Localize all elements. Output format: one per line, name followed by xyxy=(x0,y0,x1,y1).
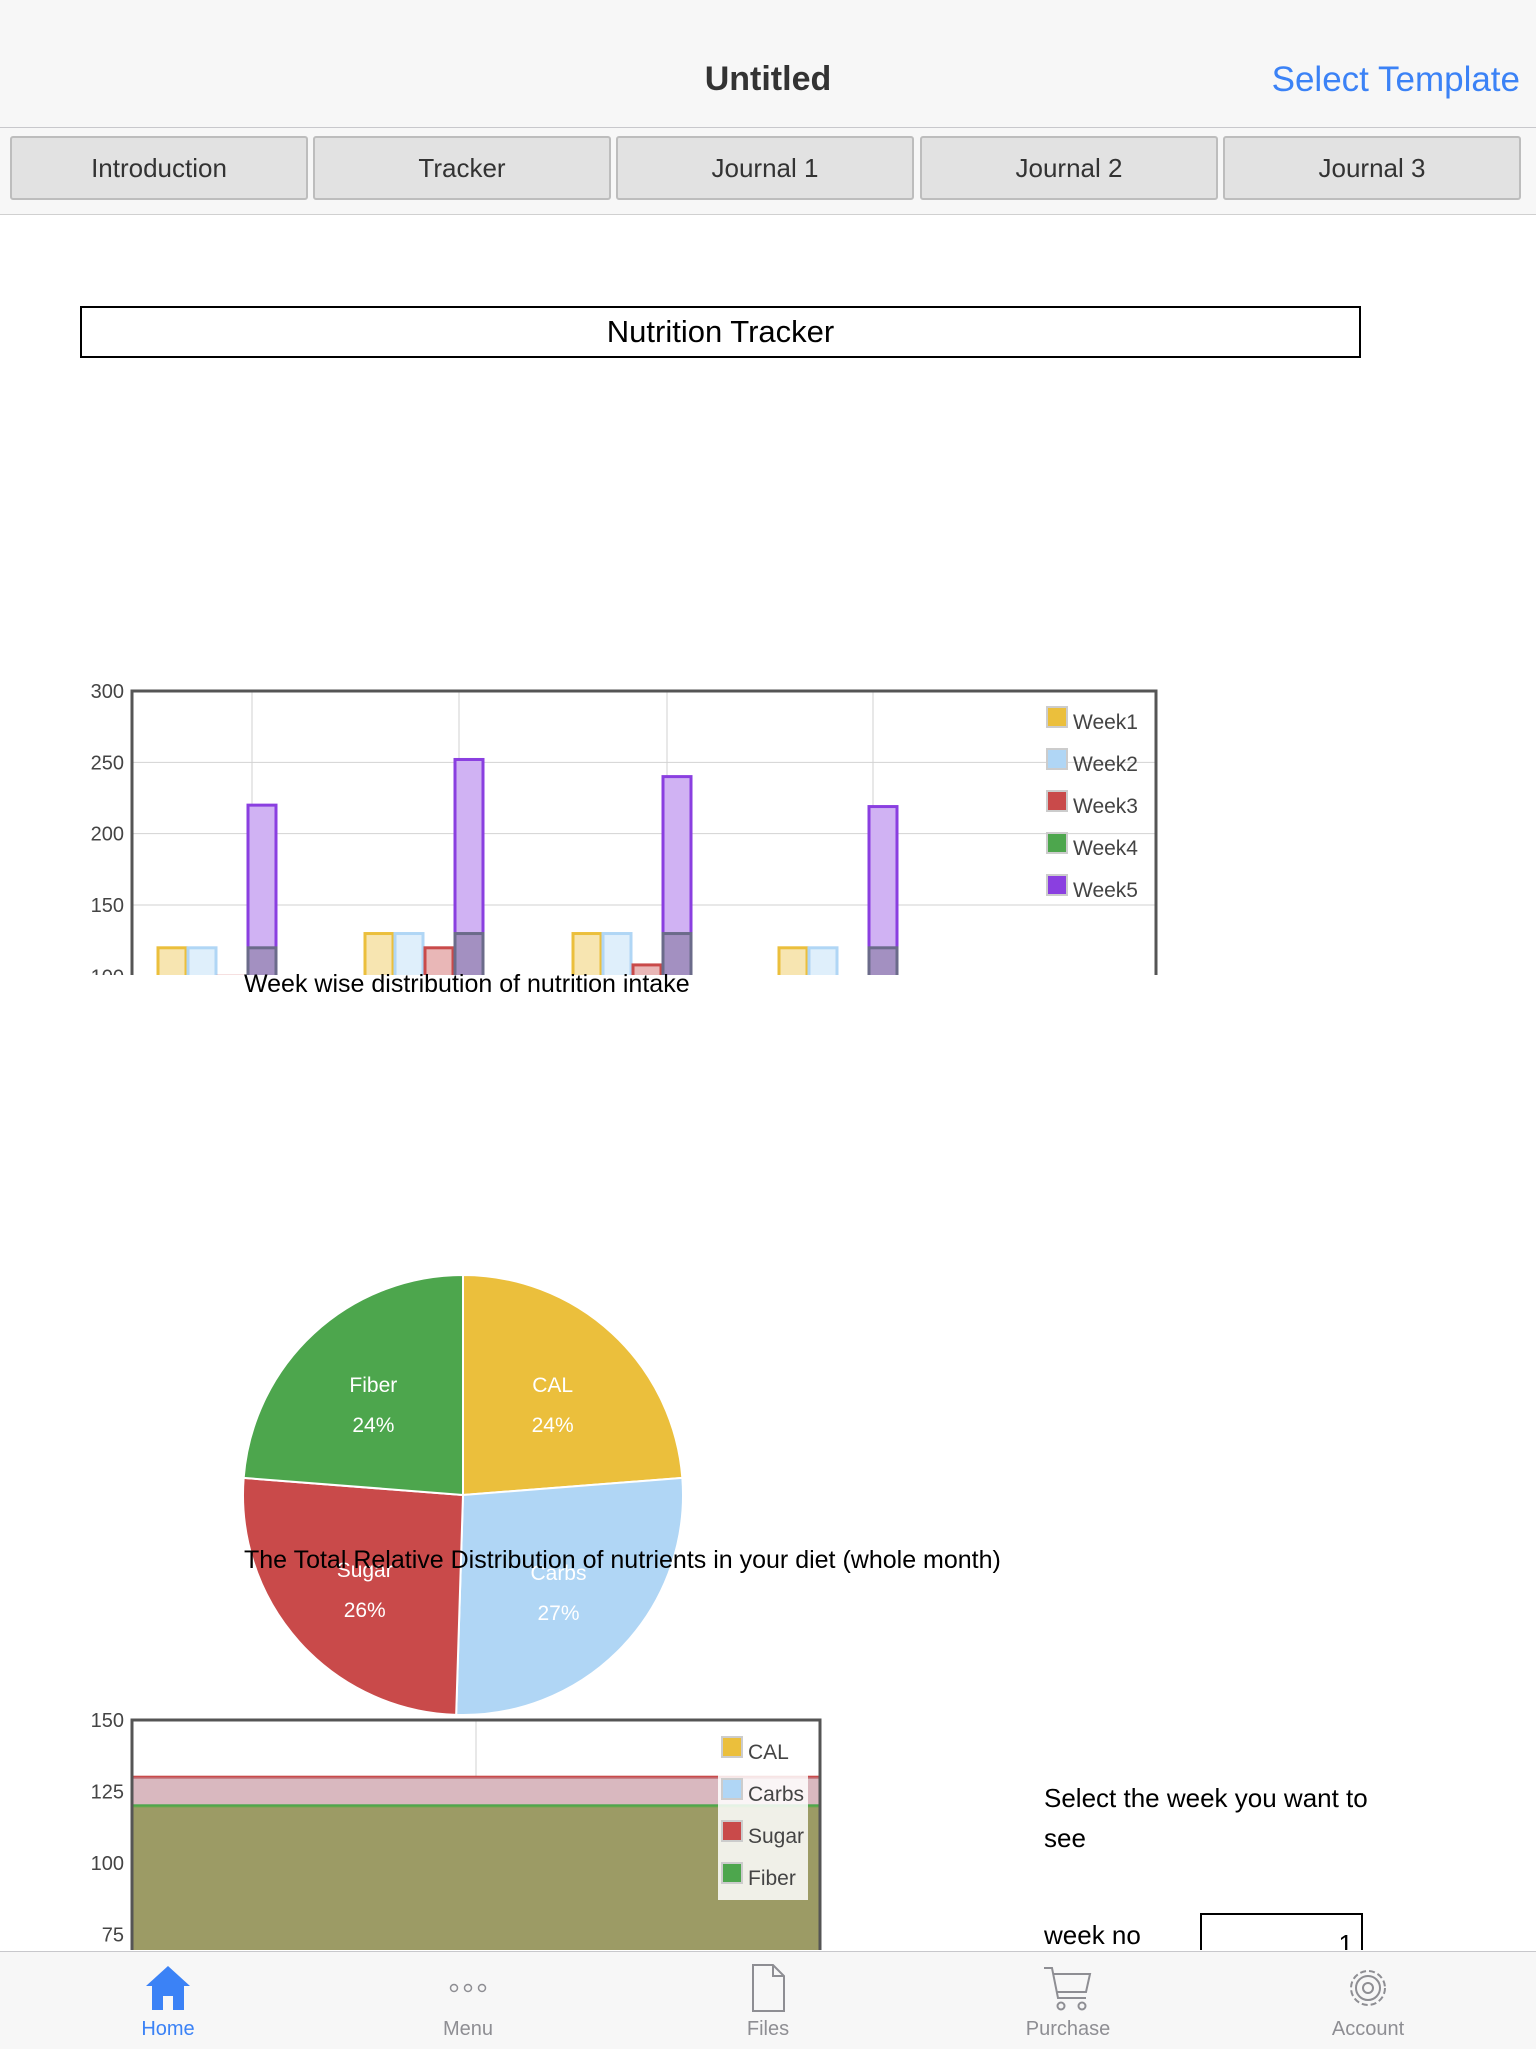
bar-week2-carbs xyxy=(393,932,425,975)
pie-percent-cal: 24% xyxy=(532,1414,574,1437)
legend-swatch-cal xyxy=(721,1736,743,1758)
legend-label-cal: CAL xyxy=(748,1741,789,1764)
select-template-button[interactable]: Select Template xyxy=(1271,60,1520,99)
legend-swatch-week3 xyxy=(1046,790,1068,812)
area-fiber xyxy=(130,1804,822,1950)
y-tick-label: 200 xyxy=(91,824,124,846)
bottom-tab-menu[interactable]: Menu xyxy=(368,1952,568,2049)
tab-journal-3[interactable]: Journal 3 xyxy=(1223,136,1521,200)
y-tick-label: 125 xyxy=(91,1782,124,1804)
plot-frame xyxy=(130,1718,822,1950)
legend-swatch-week1 xyxy=(1046,706,1068,728)
legend-swatch-week5 xyxy=(1046,874,1068,896)
bottom-tab-label: Account xyxy=(1331,2018,1405,2040)
tab-introduction[interactable]: Introduction xyxy=(10,136,308,200)
plot-frame xyxy=(130,689,1158,975)
bar-week3-carbs xyxy=(423,946,455,975)
bar-week1-cal xyxy=(156,946,188,975)
week-no-input[interactable]: 1 xyxy=(1200,1913,1363,1950)
bottom-tab-files[interactable]: Files xyxy=(668,1952,868,2049)
pie-slice-sugar xyxy=(242,1476,465,1716)
document-title: Untitled xyxy=(704,60,832,98)
cart-icon xyxy=(1044,1967,1092,2011)
tab-journal-2[interactable]: Journal 2 xyxy=(920,136,1218,200)
bottom-tab-label: Menu xyxy=(442,2018,494,2040)
y-tick-label: 150 xyxy=(91,1710,124,1732)
bar-week1-fiber xyxy=(777,946,809,975)
y-tick-label: 300 xyxy=(91,681,124,703)
legend-swatch-carbs xyxy=(721,1778,743,1800)
week-select-prompt: Select the week you want to see xyxy=(1044,1783,1368,1853)
bottom-tab-label: Files xyxy=(746,2018,790,2040)
pie-slice-fiber xyxy=(242,1273,464,1497)
pie-slice-carbs xyxy=(455,1476,684,1716)
legend-label-carbs: Carbs xyxy=(748,1783,804,1806)
legend-label-week3: Week3 xyxy=(1073,795,1138,818)
y-tick-label: 250 xyxy=(91,752,124,774)
pie-percent-fiber: 24% xyxy=(352,1414,394,1437)
pie-label-sugar: Sugar xyxy=(337,1559,393,1582)
bottom-tab-account[interactable]: Account xyxy=(1268,1952,1468,2049)
area-chart: 75 100 125 150 CAL Carbs Sugar Fiber xyxy=(91,1710,822,1950)
pie-percent-carbs: 27% xyxy=(537,1602,579,1625)
y-tick-label: 100 xyxy=(91,1853,124,1875)
home-icon xyxy=(146,1966,190,2010)
y-tick-label: 75 xyxy=(102,1925,124,1947)
bar-week4-fiber xyxy=(867,946,899,975)
page-content: Nutrition Tracker 050100150200250300CALC… xyxy=(0,215,1536,1950)
bar-week2-sugar xyxy=(601,932,633,975)
legend-swatch-sugar xyxy=(721,1820,743,1842)
legend-label-week2: Week2 xyxy=(1073,753,1138,776)
week-no-label: week no xyxy=(1044,1920,1141,1950)
pie-percent-sugar: 26% xyxy=(344,1599,386,1622)
pie-label-cal: CAL xyxy=(532,1374,573,1397)
pie-chart-caption: The Total Relative Distribution of nutri… xyxy=(244,1546,1001,1574)
page-title: Nutrition Tracker xyxy=(80,306,1361,358)
bottom-tab-bar: Home Menu Files Purchase Account xyxy=(0,1951,1536,2049)
legend-swatch-week2 xyxy=(1046,748,1068,770)
more-icon xyxy=(449,1983,487,1993)
y-tick-label: 100 xyxy=(91,966,124,975)
bar-chart-caption: Week wise distribution of nutrition inta… xyxy=(244,970,690,998)
bottom-tab-label: Home xyxy=(141,2018,195,2040)
bar-week4-cal xyxy=(246,946,278,975)
navigation-bar: Untitled Select Template xyxy=(0,0,1536,128)
bottom-tab-label: Purchase xyxy=(1025,2018,1111,2040)
bar-chart: 050100150200250300CALCarbsSugarFiberWeek… xyxy=(91,681,1158,975)
legend-label-week4: Week4 xyxy=(1073,837,1138,860)
gear-icon xyxy=(1350,1970,1386,2006)
legend-label-sugar: Sugar xyxy=(748,1825,804,1848)
file-icon xyxy=(752,1964,785,2012)
bar-week2-fiber xyxy=(807,946,839,975)
bar-week4-carbs xyxy=(453,932,485,975)
bottom-tab-home[interactable]: Home xyxy=(68,1952,268,2049)
bar-week1-carbs xyxy=(363,932,395,975)
section-tab-bar: Introduction Tracker Journal 1 Journal 2… xyxy=(0,128,1536,215)
y-tick-label: 150 xyxy=(91,895,124,917)
pie-label-fiber: Fiber xyxy=(349,1374,397,1397)
legend-swatch-fiber xyxy=(721,1862,743,1884)
bar-week2-cal xyxy=(186,946,218,975)
area-cal xyxy=(132,1805,820,1950)
legend-label-fiber: Fiber xyxy=(748,1867,796,1890)
legend-label-week5: Week5 xyxy=(1073,879,1138,902)
bar-week4-sugar xyxy=(661,932,693,975)
legend-swatch-week4 xyxy=(1046,832,1068,854)
pie-chart: CAL 24% Carbs 27% Sugar 26% Fiber 24% xyxy=(242,1273,684,1716)
tab-tracker[interactable]: Tracker xyxy=(313,136,611,200)
bar-week3-sugar xyxy=(631,963,663,975)
tab-journal-1[interactable]: Journal 1 xyxy=(616,136,914,200)
legend-label-week1: Week1 xyxy=(1073,711,1138,734)
bar-week1-sugar xyxy=(571,932,603,975)
pie-label-carbs: Carbs xyxy=(530,1562,586,1585)
pie-slice-cal xyxy=(462,1273,684,1497)
bottom-tab-purchase[interactable]: Purchase xyxy=(968,1952,1168,2049)
